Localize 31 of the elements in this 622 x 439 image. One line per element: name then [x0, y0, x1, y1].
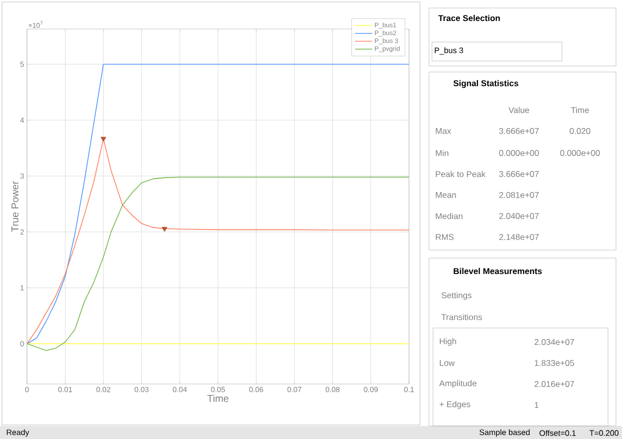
- text: 3.666e+07: [499, 128, 539, 134]
- text: Value: [508, 106, 530, 114]
- x-axis-title: Time: [207, 394, 228, 402]
- text: Bilevel Measurements: [454, 268, 542, 274]
- text: Peak to Peak: [436, 170, 486, 178]
- text: Trace Selection: [438, 14, 500, 22]
- text: 2.034e+07: [534, 339, 574, 345]
- text: 1.833e+05: [534, 360, 574, 366]
- text: Transitions: [441, 314, 482, 320]
- text: Low: [440, 360, 455, 366]
- text: 3.666e+07: [499, 171, 539, 177]
- text: 2.040e+07: [499, 213, 539, 219]
- text: 0.000e+00: [499, 150, 539, 156]
- text: Time: [570, 106, 589, 114]
- text: RMS: [436, 234, 454, 240]
- y-axis-title: True Power: [12, 181, 18, 232]
- text: Median: [436, 212, 462, 220]
- text: 2.148e+07: [499, 234, 539, 240]
- text: 1: [534, 402, 538, 408]
- text: 2.081e+07: [499, 192, 539, 198]
- text: Signal Statistics: [453, 80, 518, 88]
- text: 0.000e+00: [560, 150, 600, 156]
- text: 0.020: [570, 128, 590, 134]
- text: High: [440, 338, 456, 346]
- text: + Edges: [440, 401, 470, 409]
- text: Amplitude: [439, 380, 476, 388]
- text: Mean: [436, 192, 456, 198]
- text: Min: [436, 150, 448, 156]
- text: Settings: [442, 292, 472, 300]
- text: Max: [436, 128, 452, 134]
- text: 2.016e+07: [534, 381, 574, 387]
